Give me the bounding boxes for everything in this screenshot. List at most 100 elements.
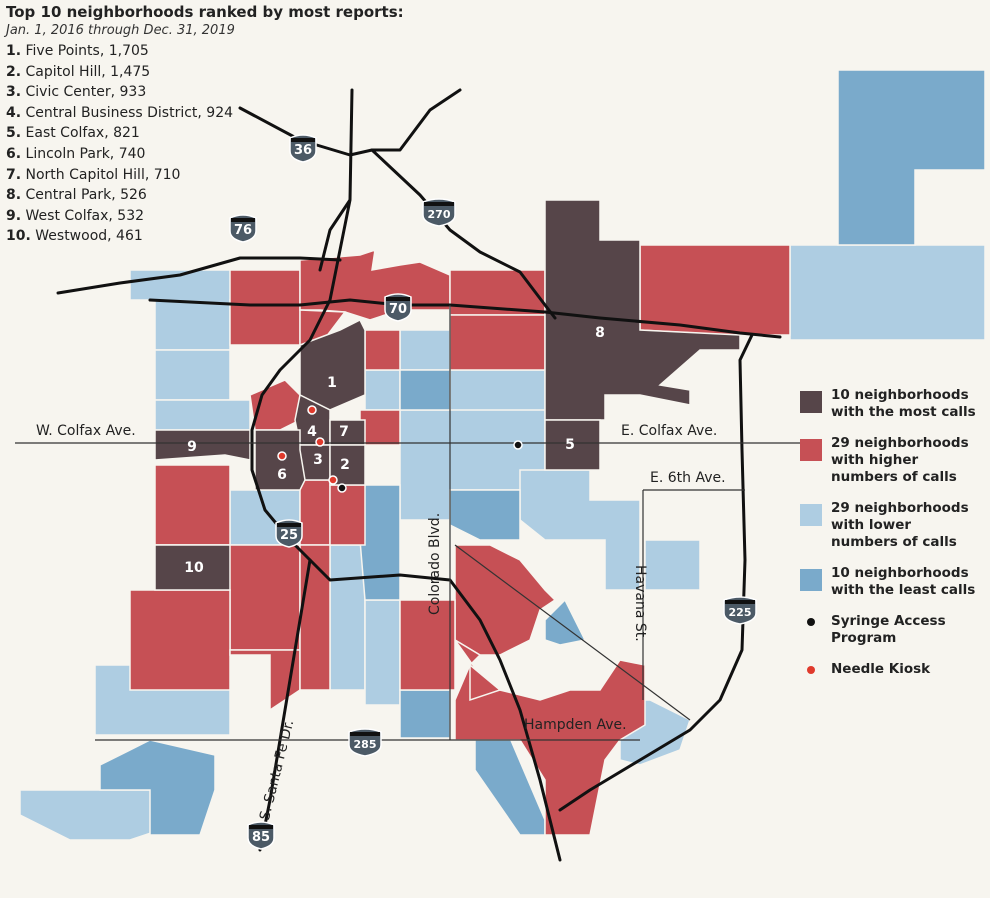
rank-number: 3. [6, 84, 22, 101]
neighborhood-higher-36 [299, 479, 331, 546]
highway-i85 [258, 558, 312, 852]
neighborhood-lower-12 [789, 244, 986, 341]
rank-number: 5. [6, 125, 22, 142]
neighborhood-lower-5 [364, 369, 401, 411]
legend-label: Syringe Access Program [831, 613, 946, 646]
neighborhood-label: 3 [313, 452, 323, 468]
neighborhood-higher-43 [454, 639, 646, 836]
neighborhood-lower-2 [154, 399, 251, 431]
neighborhood-label: 4 [307, 424, 317, 440]
interstate-shield-label: 25 [280, 528, 298, 543]
street-label-havana: Havana St. [632, 565, 648, 642]
neighborhood-higher-28 [639, 244, 791, 336]
legend-swatch [800, 439, 822, 461]
neighborhood-higher-42 [399, 599, 456, 691]
rank-number: 7. [6, 166, 22, 183]
legend-swatch [800, 391, 822, 413]
neighborhood-higher-33 [249, 379, 301, 431]
neighborhood-label: 8 [595, 325, 605, 341]
interstate-225-shield-icon: 225 [723, 596, 757, 625]
neighborhood-least-17 [399, 369, 451, 411]
interstate-25-shield-icon: 25 [275, 519, 303, 548]
interstate-270-shield-icon: 270 [422, 198, 456, 227]
rank-item: 6. Lincoln Park, 740 [6, 144, 404, 165]
neighborhood-least-19 [449, 489, 521, 541]
highway-i76 [56, 256, 342, 295]
neighborhood-higher-30 [364, 329, 401, 371]
neighborhood-most-48 [154, 429, 251, 461]
neighborhood-number-labels: 1 2 3 4 5 6 7 8 9 10 [184, 325, 605, 576]
neighborhood-least-22 [544, 598, 587, 646]
legend-item-most: 10 neighborhoods with the most calls [800, 387, 990, 421]
interstate-76-shield-icon: 76 [229, 214, 257, 243]
street-label-e-colfax: E. Colfax Ave. [621, 423, 718, 439]
neighborhood-higher-32 [359, 409, 401, 446]
neighborhood-least-24 [399, 689, 451, 739]
rank-item: 7. North Capitol Hill, 710 [6, 165, 404, 186]
neighborhood-higher-41 [454, 544, 557, 656]
neighborhood-lower-14 [19, 789, 161, 841]
syringe-access-marker [337, 483, 347, 493]
rank-name: East Colfax, 821 [21, 125, 140, 142]
legend-item-higher: 29 neighborhoods with higher numbers of … [800, 435, 990, 486]
map-subtitle: Jan. 1, 2016 through Dec. 31, 2019 [6, 23, 235, 38]
rank-item: 9. West Colfax, 532 [6, 206, 404, 227]
highway-i225 [558, 333, 754, 812]
rank-number: 9. [6, 207, 22, 224]
highway-i270 [370, 88, 462, 152]
neighborhood-higher-29 [449, 314, 546, 371]
interstate-36-shield-icon: 36 [289, 134, 317, 163]
rank-item: 5. East Colfax, 821 [6, 123, 404, 144]
neighborhood-label: 1 [327, 375, 337, 391]
rank-item: 3. Civic Center, 933 [6, 82, 404, 103]
rank-name: Lincoln Park, 740 [21, 145, 146, 162]
rank-item: 4. Central Business District, 924 [6, 103, 404, 124]
neighborhood-higher-44 [469, 663, 502, 702]
rank-number: 2. [6, 63, 22, 80]
legend-label: 29 neighborhoods with lower numbers of c… [831, 500, 969, 550]
legend-item-least: 10 neighborhoods with the least calls [800, 565, 990, 599]
map-title: Top 10 neighborhoods ranked by most repo… [6, 3, 404, 21]
neighborhood-lower-8 [329, 544, 366, 691]
needle-kiosk-marker [307, 405, 317, 415]
needle-kiosk-marker [315, 437, 325, 447]
neighborhood-most-46 [544, 199, 741, 421]
neighborhood-lower-10 [519, 469, 641, 591]
neighborhood-least-20 [837, 69, 986, 246]
neighborhood-most-47 [544, 419, 601, 471]
rank-number: 10. [6, 228, 31, 245]
street-label-colorado: Colorado Blvd. [427, 512, 443, 615]
legend-item-lower: 29 neighborhoods with lower numbers of c… [800, 500, 990, 551]
rank-name: Civic Center, 933 [21, 84, 147, 101]
street-label-w-colfax: W. Colfax Ave. [36, 423, 136, 439]
rank-item: 1. Five Points, 1,705 [6, 41, 404, 62]
neighborhood-least-21 [99, 739, 216, 836]
legend-label: Needle Kiosk [831, 661, 931, 677]
neighborhood-lower-1 [154, 349, 231, 401]
rank-item: 8. Central Park, 526 [6, 185, 404, 206]
interstate-70-shield-icon: 70 [384, 293, 412, 322]
rank-name: Five Points, 1,705 [21, 43, 149, 59]
neighborhood-label: 5 [565, 437, 575, 453]
neighborhood-lower-4 [399, 329, 451, 371]
neighborhood-higher-38 [129, 589, 231, 691]
neighborhood-higher-34 [154, 464, 231, 546]
legend-label: 10 neighborhoods with the most calls [831, 387, 976, 420]
rank-name: Westwood, 461 [30, 228, 143, 245]
legend-swatch [800, 569, 822, 591]
neighborhood-most-49 [154, 544, 231, 591]
neighborhood-least-18 [359, 484, 401, 601]
rank-number: 1. [6, 43, 22, 59]
legend-label: 29 neighborhoods with higher numbers of … [831, 435, 969, 485]
rank-item: 10. Westwood, 461 [6, 226, 404, 247]
rank-name: Capitol Hill, 1,475 [21, 63, 151, 80]
interstate-85-shield-icon: 85 [247, 821, 275, 850]
interstate-shield-label: 36 [294, 143, 312, 158]
rank-name: Central Business District, 924 [21, 104, 234, 121]
street-diagonal [454, 544, 691, 721]
neighborhood-lower-11 [644, 539, 701, 591]
legend-item-syringe: Syringe Access Program [800, 613, 990, 647]
rank-number: 6. [6, 145, 22, 162]
kiosk-dot-icon [807, 666, 815, 674]
